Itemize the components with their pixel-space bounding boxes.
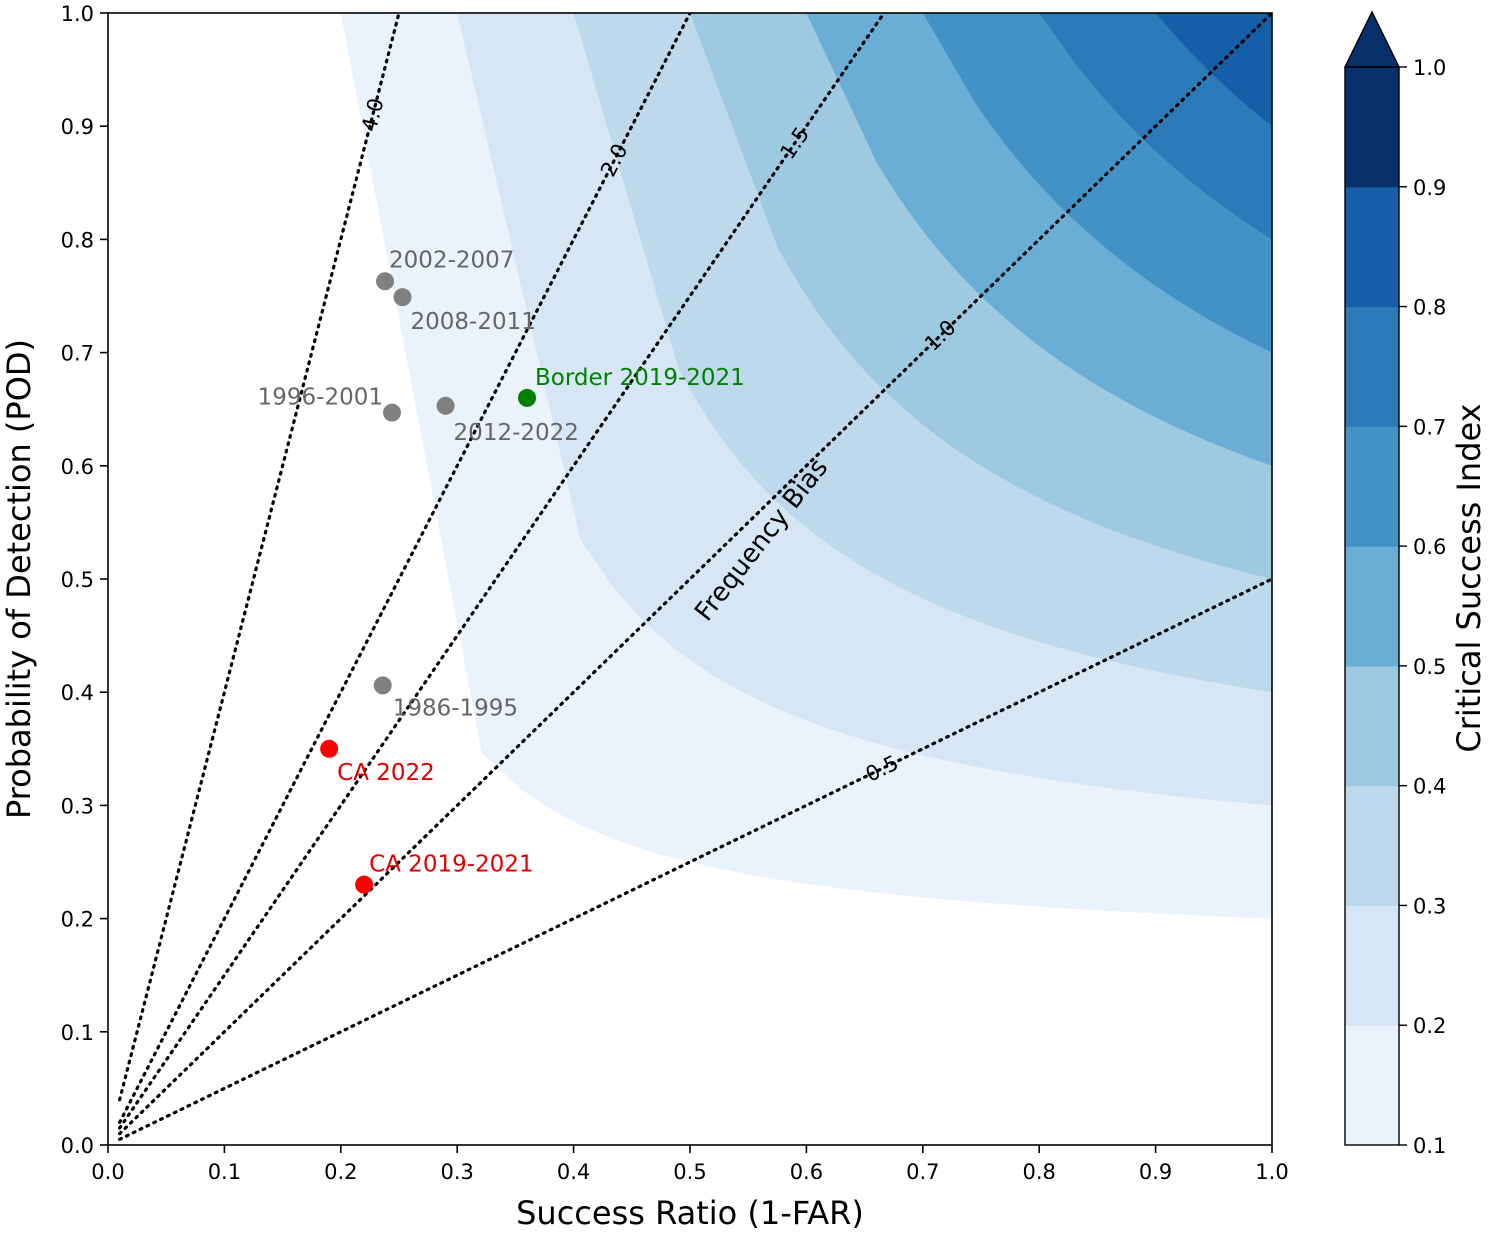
data-point-label: 1996-2001: [258, 385, 383, 411]
colorbar-band: [1345, 1025, 1399, 1146]
data-point-label: Border 2019-2021: [535, 365, 745, 391]
data-point: [393, 288, 412, 307]
frequency-bias-line: [118, 577, 1272, 1141]
data-point: [518, 388, 537, 407]
data-point: [376, 272, 395, 291]
colorbar-tick-label: 0.4: [1413, 775, 1446, 799]
data-point: [355, 875, 374, 894]
x-axis: 0.0 0.1 0.2 0.3 0.4 0.5 0.6 0.7 0.8 0.9 1.0: [91, 1145, 1289, 1184]
y-tick-label: 0.4: [61, 681, 94, 705]
y-tick-label: 0.3: [61, 794, 94, 818]
data-point: [436, 396, 455, 415]
colorbar-band: [1345, 546, 1399, 667]
data-point-label: CA 2022: [337, 760, 435, 786]
x-tick-label: 0.4: [557, 1160, 590, 1184]
y-axis: 0.0 0.1 0.2 0.3 0.4 0.5 0.6 0.7 0.8 0.9 1.0: [61, 2, 108, 1158]
data-point-label: 2008-2011: [410, 309, 535, 335]
y-tick-label: 0.1: [61, 1021, 94, 1045]
colorbar-tick-label: 0.6: [1413, 535, 1446, 559]
frequency-bias-lines: [118, 13, 1272, 1141]
frequency-bias-line: [118, 13, 401, 1102]
y-tick-label: 1.0: [61, 2, 94, 26]
colorbar-tick-label: 0.2: [1413, 1014, 1446, 1038]
data-point-label: CA 2019-2021: [369, 852, 533, 878]
x-tick-label: 0.9: [1139, 1160, 1172, 1184]
colorbar-label: Critical Success Index: [1450, 403, 1488, 752]
colorbar-tick-label: 1.0: [1413, 56, 1446, 80]
colorbar-tick-label: 0.7: [1413, 415, 1446, 439]
x-tick-label: 0.0: [91, 1160, 124, 1184]
x-tick-label: 0.5: [673, 1160, 706, 1184]
colorbar-tick-label: 0.1: [1413, 1134, 1446, 1158]
data-point: [373, 676, 392, 695]
colorbar-extend-arrow: [1343, 10, 1401, 68]
colorbar-band: [1345, 67, 1399, 188]
colorbar-tick-label: 0.5: [1413, 655, 1446, 679]
data-point-label: 1986-1995: [393, 695, 518, 721]
y-tick-label: 0.5: [61, 568, 94, 592]
frequency-bias-line: [118, 13, 886, 1130]
colorbar-band: [1345, 306, 1399, 427]
colorbar-band: [1345, 905, 1399, 1026]
colorbar-band: [1345, 665, 1399, 787]
x-tick-label: 0.3: [440, 1160, 473, 1184]
data-points: 2002-2007 2008-2011 1996-2001 2012-2022 Bord…: [258, 247, 745, 894]
y-tick-label: 0.6: [61, 455, 94, 479]
y-tick-label: 0.2: [61, 908, 94, 932]
x-tick-label: 0.1: [208, 1160, 241, 1184]
frequency-bias-line: [118, 13, 1272, 1136]
colorbar-band: [1345, 785, 1399, 907]
colorbar-band: [1345, 186, 1399, 308]
x-tick-label: 0.7: [906, 1160, 939, 1184]
colorbar-band: [1345, 426, 1399, 547]
colorbar-frame: [1344, 66, 1400, 1146]
x-axis-label: Success Ratio (1-FAR): [516, 1194, 864, 1232]
y-tick-label: 0.8: [61, 228, 94, 252]
colorbar: 0.1 0.2 0.3 0.4 0.5 0.6 0.7 0.8 0.9 1.0: [1343, 10, 1446, 1158]
x-tick-label: 0.2: [324, 1160, 357, 1184]
x-tick-label: 1.0: [1255, 1160, 1288, 1184]
frequency-bias-line: [118, 13, 692, 1124]
y-tick-label: 0.9: [61, 115, 94, 139]
colorbar-tick-label: 0.8: [1413, 296, 1446, 320]
data-point: [383, 403, 402, 422]
x-tick-label: 0.6: [790, 1160, 823, 1184]
data-point-label: 2002-2007: [389, 247, 514, 273]
y-axis-label: Probability of Detection (POD): [0, 339, 38, 819]
x-tick-label: 0.8: [1022, 1160, 1055, 1184]
data-point-label: 2012-2022: [454, 420, 579, 446]
colorbar-tick-label: 0.9: [1413, 176, 1446, 200]
colorbar-tick-label: 0.3: [1413, 894, 1446, 918]
y-tick-label: 0.0: [61, 1134, 94, 1158]
y-tick-label: 0.7: [61, 342, 94, 366]
data-point: [320, 739, 339, 758]
